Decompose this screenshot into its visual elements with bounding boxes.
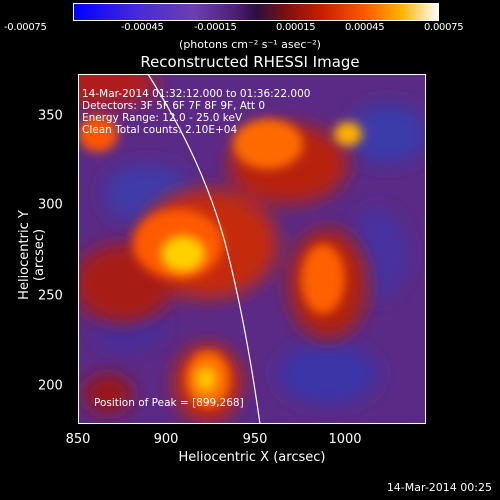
x-tick: 950 bbox=[242, 432, 268, 447]
y-tick: 300 bbox=[38, 197, 63, 213]
colorbar-tick: 0.00015 bbox=[276, 22, 316, 33]
y-tick: 350 bbox=[38, 108, 63, 124]
x-axis-label: Heliocentric X (arcsec) bbox=[178, 450, 326, 465]
rhessi-image-map bbox=[78, 74, 426, 424]
y-axis-label: Heliocentric Y (arcsec) bbox=[17, 210, 47, 300]
colorbar bbox=[73, 3, 439, 21]
energy-range: Energy Range: 12.0 - 25.0 keV bbox=[82, 112, 243, 124]
y-tick: 250 bbox=[38, 288, 63, 304]
colorbar-tick: -0.00015 bbox=[194, 22, 237, 33]
time-range: 14-Mar-2014 01:32:12.000 to 01:36:22.000 bbox=[82, 88, 311, 100]
colorbar-tick: 0.00075 bbox=[424, 22, 464, 33]
colorbar-tick: -0.00045 bbox=[121, 22, 164, 33]
clean-counts: Clean Total counts: 2.10E+04 bbox=[82, 124, 238, 136]
colorbar-tick: -0.00075 bbox=[4, 22, 47, 33]
render-timestamp: 14-Mar-2014 00:25 bbox=[386, 481, 492, 494]
colorbar-units: (photons cm⁻² s⁻¹ asec⁻²) bbox=[179, 38, 321, 51]
x-tick: 850 bbox=[65, 432, 91, 447]
x-tick: 900 bbox=[153, 432, 179, 447]
y-tick: 200 bbox=[38, 378, 63, 394]
peak-position: Position of Peak = [899,268] bbox=[94, 397, 244, 409]
rhessi-image bbox=[78, 74, 426, 424]
colorbar-tick: 0.00045 bbox=[345, 22, 385, 33]
image-title: Reconstructed RHESSI Image bbox=[140, 53, 360, 71]
detectors-info: Detectors: 3F 5F 6F 7F 8F 9F, Att 0 bbox=[82, 100, 266, 112]
x-tick: 1000 bbox=[328, 432, 362, 447]
